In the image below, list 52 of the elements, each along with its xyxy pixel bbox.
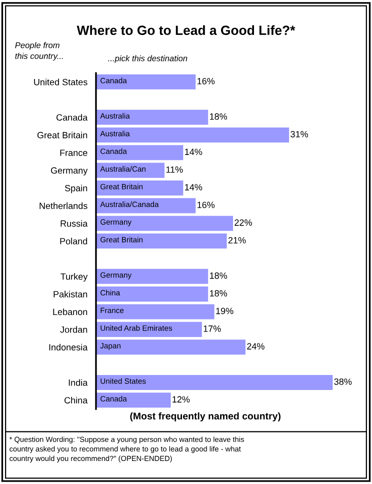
y-tick-label: Germany [50,167,88,176]
bar [96,304,214,320]
y-tick-label: France [60,150,88,156]
data-label: 31% [290,130,308,138]
data-label: 16% [198,202,215,208]
bar [96,162,164,178]
y-tick-label: United States [34,78,88,86]
y-tick-label: China [64,396,88,404]
bar [96,216,234,231]
bar [96,322,202,337]
data-label: 19% [216,308,234,314]
data-label: 14% [185,148,202,156]
data-label: 11% [166,166,183,173]
bar [96,268,208,284]
y-tick-label: Great Britain [37,132,88,138]
y-tick-label: Netherlands [40,202,88,210]
y-tick-label: Jordan [60,326,88,333]
data-label: 12% [172,396,190,403]
x-axis-title: (Most frequently named country) [130,412,280,422]
bar [96,286,208,302]
y-tick-label: India [68,379,88,386]
y-tick-label: Turkey [60,273,88,282]
y-tick-label: Spain [64,184,88,194]
y-tick-label: Indonesia [49,344,88,350]
data-label: 18% [210,290,228,296]
chart-title: Where to Go to Lead a Good Life?* [76,25,296,35]
text: People from this country... [15,42,63,61]
data-label: 18% [210,272,228,279]
bar [96,110,208,125]
bar [96,145,184,160]
bar [96,74,196,90]
y-tick-label: Pakistan [54,290,88,298]
y-tick-label: Lebanon [53,308,88,316]
y-tick-label: Poland [60,238,88,244]
bar [96,127,290,142]
bar [96,180,184,196]
y-tick-label: Russia [60,220,88,227]
data-label: 24% [247,343,264,350]
data-label: 38% [334,378,352,385]
y-tick-label: Canada [56,114,88,121]
bar [96,392,171,408]
data-label: 21% [228,237,246,244]
text: ...pick this destination [108,55,188,63]
data-label: 17% [204,325,221,332]
data-label: 18% [210,113,228,120]
bar [96,340,246,355]
bar [96,374,333,390]
bar [96,234,227,249]
data-label: 22% [234,219,252,226]
data-label: 16% [198,78,215,84]
bar [96,198,196,214]
data-label: 14% [185,184,202,190]
